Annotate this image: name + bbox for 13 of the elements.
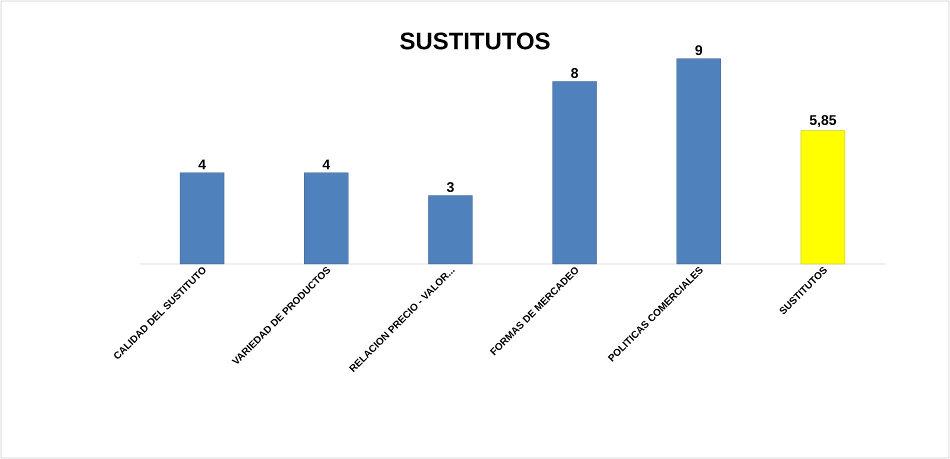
bar xyxy=(180,172,224,264)
data-label: 4 xyxy=(322,160,330,170)
chart-title: SUSTITUTOS xyxy=(400,32,550,50)
bar xyxy=(676,58,721,264)
data-label: 3 xyxy=(446,182,454,192)
data-label: 9 xyxy=(695,45,702,56)
bar xyxy=(304,172,348,264)
data-label: 5,85 xyxy=(810,115,836,127)
data-label: 4 xyxy=(198,160,206,170)
bar xyxy=(552,81,597,264)
data-label: 8 xyxy=(571,68,578,78)
bar xyxy=(800,130,846,264)
bar xyxy=(428,195,473,264)
